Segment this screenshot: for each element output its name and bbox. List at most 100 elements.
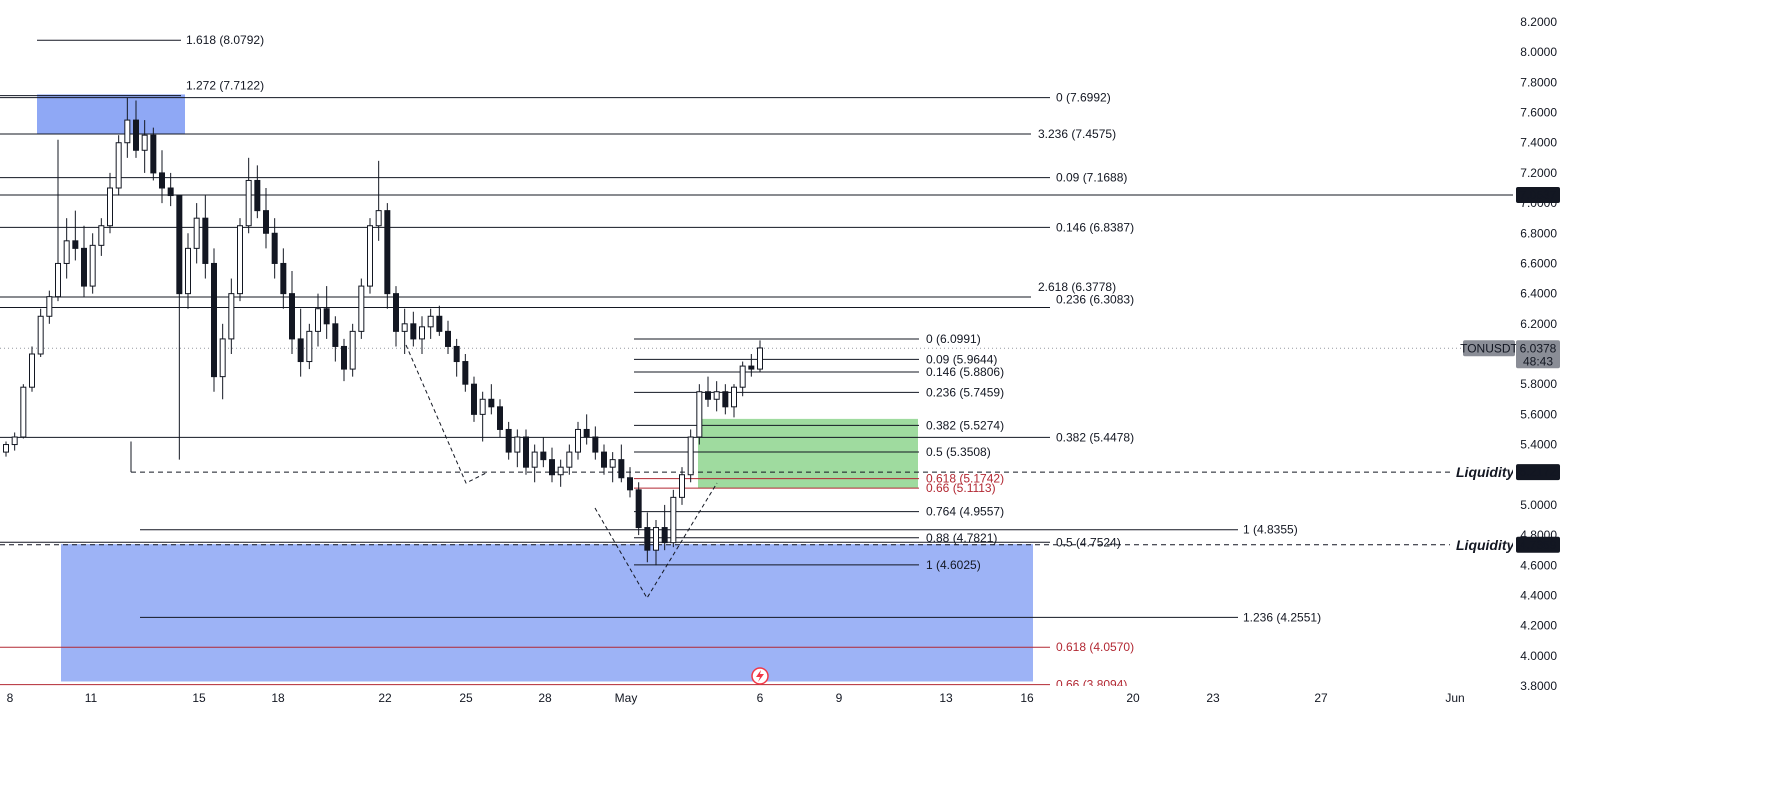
fib-label: 0.146 (6.8387)	[1056, 220, 1134, 234]
candle-down	[540, 451, 547, 461]
fib-label: 0.66 (5.1113)	[926, 481, 996, 495]
price-tag	[1516, 464, 1560, 481]
candle-up	[37, 315, 44, 355]
candle-up	[731, 386, 737, 408]
candle-up	[575, 428, 581, 453]
candle-up	[349, 330, 356, 370]
candle-up	[11, 436, 18, 446]
candle-down	[167, 187, 174, 197]
candle-up	[228, 293, 235, 340]
candle-down	[289, 293, 295, 340]
candle-up	[55, 262, 61, 298]
candle-up	[107, 187, 113, 227]
candle-up	[29, 353, 35, 388]
fib-lines-layer: 1.618 (8.0792) 1.272 (7.7122) 0 (7.6992) 3.…	[0, 33, 1516, 692]
candle-down	[549, 459, 555, 476]
fib-label: 1.236 (4.2551)	[1243, 610, 1321, 624]
zone-top-supply	[37, 94, 185, 134]
y-tick-label: 8.0000	[1520, 45, 1557, 59]
candle-down	[644, 527, 651, 551]
candle-up	[696, 391, 703, 438]
x-tick-label: 28	[538, 691, 552, 705]
candle-down	[384, 210, 391, 295]
candle-up	[401, 323, 408, 332]
candle-up	[653, 527, 659, 551]
fib-label: 0 (7.6992)	[1056, 91, 1111, 105]
candles-layer	[3, 97, 763, 566]
projection-path-down	[405, 344, 489, 484]
candle-down	[601, 451, 607, 468]
candle-down	[462, 361, 469, 385]
symbol-tag	[1463, 340, 1515, 357]
candle-down	[436, 315, 443, 332]
candle-up	[367, 225, 373, 287]
candle-up	[609, 459, 616, 468]
time-axis-bg	[0, 686, 1513, 802]
fib-label: 0.88 (4.7821)	[926, 531, 997, 545]
last-price-label: 6.0378	[1520, 341, 1557, 355]
x-tick-label: 9	[836, 691, 843, 705]
x-tick-label: May	[615, 691, 638, 705]
candle-up	[566, 451, 573, 468]
zones-layer	[37, 94, 1033, 682]
candle-up	[3, 444, 9, 453]
fib-label: 0.5 (4.7524)	[1056, 535, 1121, 549]
candle-down	[748, 365, 755, 370]
fib-label: 3.236 (7.4575)	[1038, 127, 1116, 141]
candle-down	[211, 262, 217, 378]
lightning-glyph	[756, 670, 764, 682]
candle-down	[341, 345, 347, 370]
y-tick-label: 3.8000	[1520, 679, 1557, 693]
candle-down	[393, 293, 399, 332]
y-tick-label: 5.6000	[1520, 407, 1557, 421]
candle-down	[635, 489, 642, 529]
x-tick-label: 6	[757, 691, 764, 705]
candle-down	[627, 477, 633, 491]
candle-down	[471, 383, 477, 415]
zone-green-zone	[698, 418, 918, 489]
price-tag-label: 4.7359	[1520, 538, 1557, 552]
candle-up	[375, 210, 382, 227]
candle-up	[713, 391, 720, 400]
fib-label: 0.146 (5.8806)	[926, 365, 1004, 379]
candle-down	[271, 232, 278, 264]
candle-up	[245, 179, 252, 227]
candle-down	[81, 247, 87, 287]
candle-up	[679, 474, 685, 498]
candle-up	[46, 296, 53, 317]
candle-down	[583, 428, 590, 438]
x-tick-label: 25	[459, 691, 473, 705]
x-tick-label: 18	[271, 691, 285, 705]
candle-up	[219, 338, 226, 378]
fib-label: 1.272 (7.7122)	[186, 79, 264, 93]
candle-up	[20, 386, 27, 438]
candle-up	[89, 244, 96, 287]
candle-up	[193, 217, 200, 249]
candle-up	[757, 347, 763, 370]
candle-down	[159, 172, 165, 189]
fib-label: 0.382 (5.5274)	[926, 418, 1004, 432]
fib-label: 1 (4.6025)	[926, 558, 981, 572]
overlay-layer	[405, 344, 769, 685]
y-tick-label: 6.4000	[1520, 287, 1557, 301]
y-tick-label: 6.8000	[1520, 226, 1557, 240]
fib-label: 0.09 (7.1688)	[1056, 171, 1127, 185]
y-tick-label: 4.6000	[1520, 558, 1557, 572]
candle-down	[133, 119, 139, 151]
candle-up	[670, 496, 677, 544]
candle-down	[505, 428, 512, 453]
candle-down	[592, 436, 599, 453]
candle-up	[531, 451, 538, 468]
candle-down	[323, 308, 330, 325]
candle-up	[124, 119, 131, 144]
y-tick-label: 7.8000	[1520, 75, 1557, 89]
candle-up	[63, 240, 70, 264]
candle-up	[306, 330, 313, 363]
candle-up	[419, 326, 425, 340]
candle-down	[722, 391, 729, 408]
candle-down	[618, 459, 625, 479]
